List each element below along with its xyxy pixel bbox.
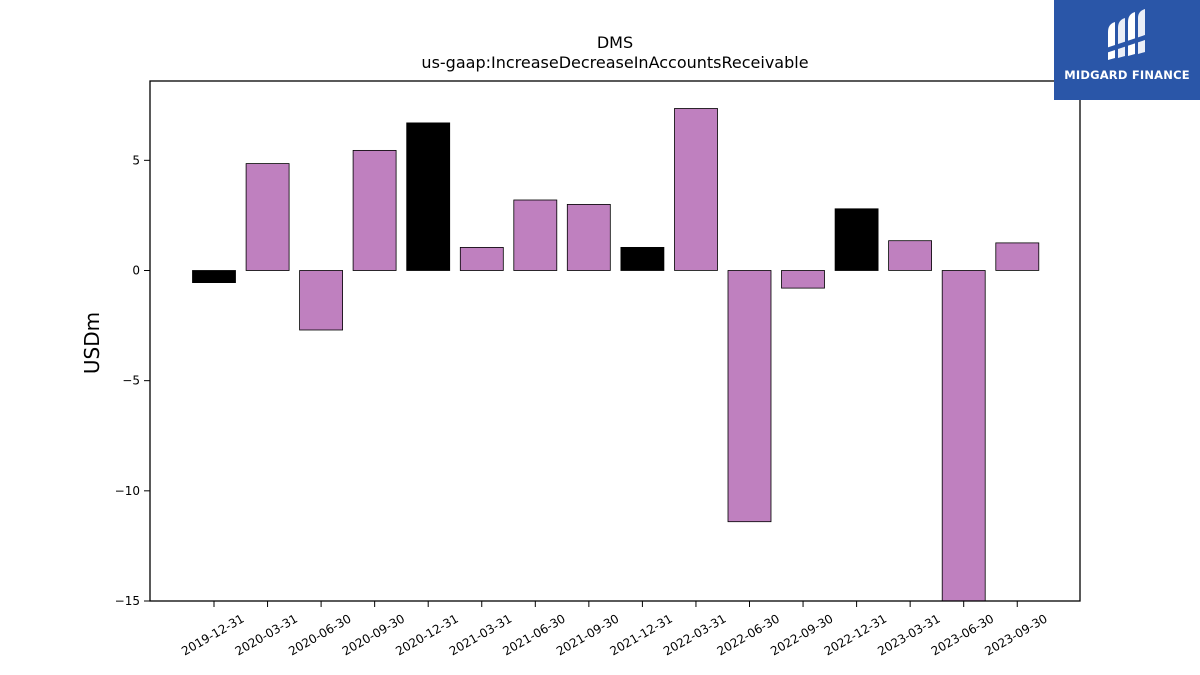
bar-2021-06-30 <box>513 199 558 271</box>
x-ticks: 2019-12-312020-03-312020-06-302020-09-30… <box>179 601 1050 658</box>
bar-2022-09-30 <box>781 270 825 289</box>
bars-layer <box>192 108 1040 602</box>
bar-2023-03-31 <box>888 240 932 271</box>
chart-subtitle: us-gaap:IncreaseDecreaseInAccountsReceiv… <box>421 53 808 72</box>
bar-2022-03-31 <box>674 108 718 271</box>
bar-2020-09-30 <box>352 149 397 271</box>
bar-2019-12-31 <box>192 270 236 284</box>
bar-2021-03-31 <box>459 246 504 271</box>
bar-2023-09-30 <box>995 242 1040 271</box>
bar-2020-03-31 <box>245 163 290 271</box>
y-tick-label: 0 <box>132 263 140 277</box>
y-tick-label: −10 <box>115 484 140 498</box>
logo-text: MIDGARD FINANCE <box>1064 68 1190 82</box>
y-tick-label: −15 <box>115 594 140 608</box>
bar-2020-06-30 <box>299 270 344 331</box>
bar-2020-12-31 <box>406 122 451 271</box>
y-axis-label: USDm <box>80 312 104 374</box>
y-ticks: 5 0 −5 −10 −15 <box>115 153 150 608</box>
midgard-logo-mark-icon <box>1106 9 1148 60</box>
bar-2021-12-31 <box>620 246 665 271</box>
chart-title: DMS <box>597 33 633 52</box>
bar-2022-12-31 <box>834 208 879 271</box>
bar-2021-09-30 <box>566 203 611 271</box>
y-tick-label: −5 <box>122 374 140 388</box>
bar-2022-06-30 <box>727 270 772 523</box>
plot-frame <box>149 80 1081 602</box>
bar-2023-06-30 <box>941 270 986 602</box>
midgard-finance-logo: MIDGARD FINANCE <box>1054 0 1200 100</box>
y-tick-label: 5 <box>132 153 140 167</box>
